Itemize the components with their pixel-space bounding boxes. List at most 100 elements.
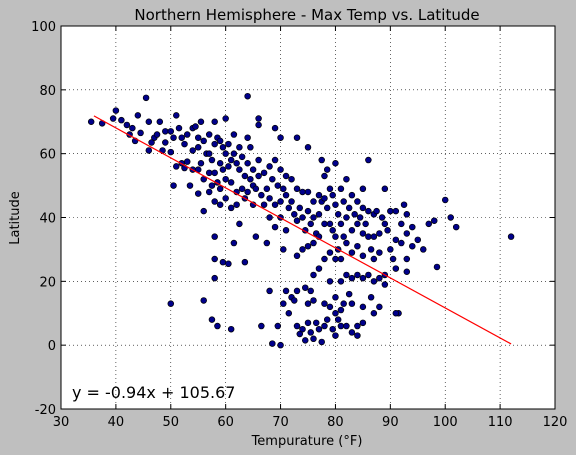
x-tick-label: 60 <box>217 415 234 430</box>
data-point <box>426 221 432 227</box>
data-point <box>236 144 242 150</box>
data-point <box>217 202 223 208</box>
data-point <box>157 119 163 125</box>
data-point <box>264 186 270 192</box>
data-point <box>195 144 201 150</box>
data-point <box>393 310 399 316</box>
data-point <box>247 176 253 182</box>
data-point <box>88 119 94 125</box>
data-point <box>212 141 218 147</box>
data-point <box>311 336 317 342</box>
data-point <box>286 205 292 211</box>
data-point <box>330 227 336 233</box>
data-point <box>333 160 339 166</box>
data-point <box>376 250 382 256</box>
data-point <box>236 221 242 227</box>
data-point <box>171 135 177 141</box>
data-point <box>294 323 300 329</box>
data-point <box>171 183 177 189</box>
data-point <box>305 243 311 249</box>
data-point <box>302 285 308 291</box>
data-point <box>272 224 278 230</box>
data-point <box>228 205 234 211</box>
data-point <box>387 208 393 214</box>
data-point <box>338 256 344 262</box>
data-point <box>193 124 199 130</box>
data-point <box>453 224 459 230</box>
data-point <box>198 119 204 125</box>
data-point <box>179 135 185 141</box>
data-point <box>365 234 371 240</box>
data-point <box>404 256 410 262</box>
data-point <box>154 132 160 138</box>
data-point <box>220 167 226 173</box>
x-axis-label: Tempurature (°F) <box>251 434 363 449</box>
data-point <box>338 307 344 313</box>
data-point <box>291 211 297 217</box>
data-point <box>223 195 229 201</box>
data-point <box>118 117 124 123</box>
data-point <box>201 208 207 214</box>
x-tick-label: 80 <box>327 415 344 430</box>
data-point <box>198 160 204 166</box>
data-point <box>434 264 440 270</box>
data-point <box>322 323 328 329</box>
data-point <box>374 208 380 214</box>
data-point <box>368 294 374 300</box>
y-tick-label: 80 <box>39 84 56 99</box>
data-point <box>245 189 251 195</box>
data-point <box>300 189 306 195</box>
data-point <box>283 288 289 294</box>
data-point <box>146 119 152 125</box>
data-point <box>333 256 339 262</box>
data-point <box>168 149 174 155</box>
y-tick-label: 40 <box>39 212 56 227</box>
x-tick-label: 110 <box>488 415 513 430</box>
data-point <box>322 221 328 227</box>
data-point <box>371 256 377 262</box>
data-point <box>371 310 377 316</box>
data-point <box>226 261 232 267</box>
data-point <box>236 167 242 173</box>
data-point <box>352 211 358 217</box>
data-point <box>294 135 300 141</box>
data-point <box>341 234 347 240</box>
data-point <box>212 256 218 262</box>
data-point <box>275 183 281 189</box>
data-point <box>258 192 264 198</box>
data-point <box>327 186 333 192</box>
data-point <box>341 301 347 307</box>
data-point <box>311 272 317 278</box>
regression-equation: y = -0.94x + 105.67 <box>72 383 235 402</box>
data-point <box>294 186 300 192</box>
data-point <box>308 221 314 227</box>
data-point <box>212 234 218 240</box>
data-point <box>184 132 190 138</box>
data-point <box>311 199 317 205</box>
data-point <box>234 160 240 166</box>
data-point <box>217 160 223 166</box>
data-point <box>349 301 355 307</box>
data-point <box>239 186 245 192</box>
data-point <box>256 116 262 122</box>
data-point <box>442 197 448 203</box>
data-point <box>355 199 361 205</box>
data-point <box>228 179 234 185</box>
data-point <box>360 275 366 281</box>
data-point <box>212 275 218 281</box>
data-point <box>217 138 223 144</box>
data-point <box>226 141 232 147</box>
data-point <box>404 231 410 237</box>
data-point <box>280 186 286 192</box>
data-point <box>344 215 350 221</box>
data-point <box>338 221 344 227</box>
data-point <box>289 176 295 182</box>
data-point <box>365 208 371 214</box>
data-point <box>398 221 404 227</box>
x-tick-label: 70 <box>272 415 289 430</box>
data-point <box>242 173 248 179</box>
data-point <box>146 148 152 154</box>
data-point <box>283 173 289 179</box>
y-tick-label: 100 <box>31 20 56 35</box>
data-point <box>322 173 328 179</box>
